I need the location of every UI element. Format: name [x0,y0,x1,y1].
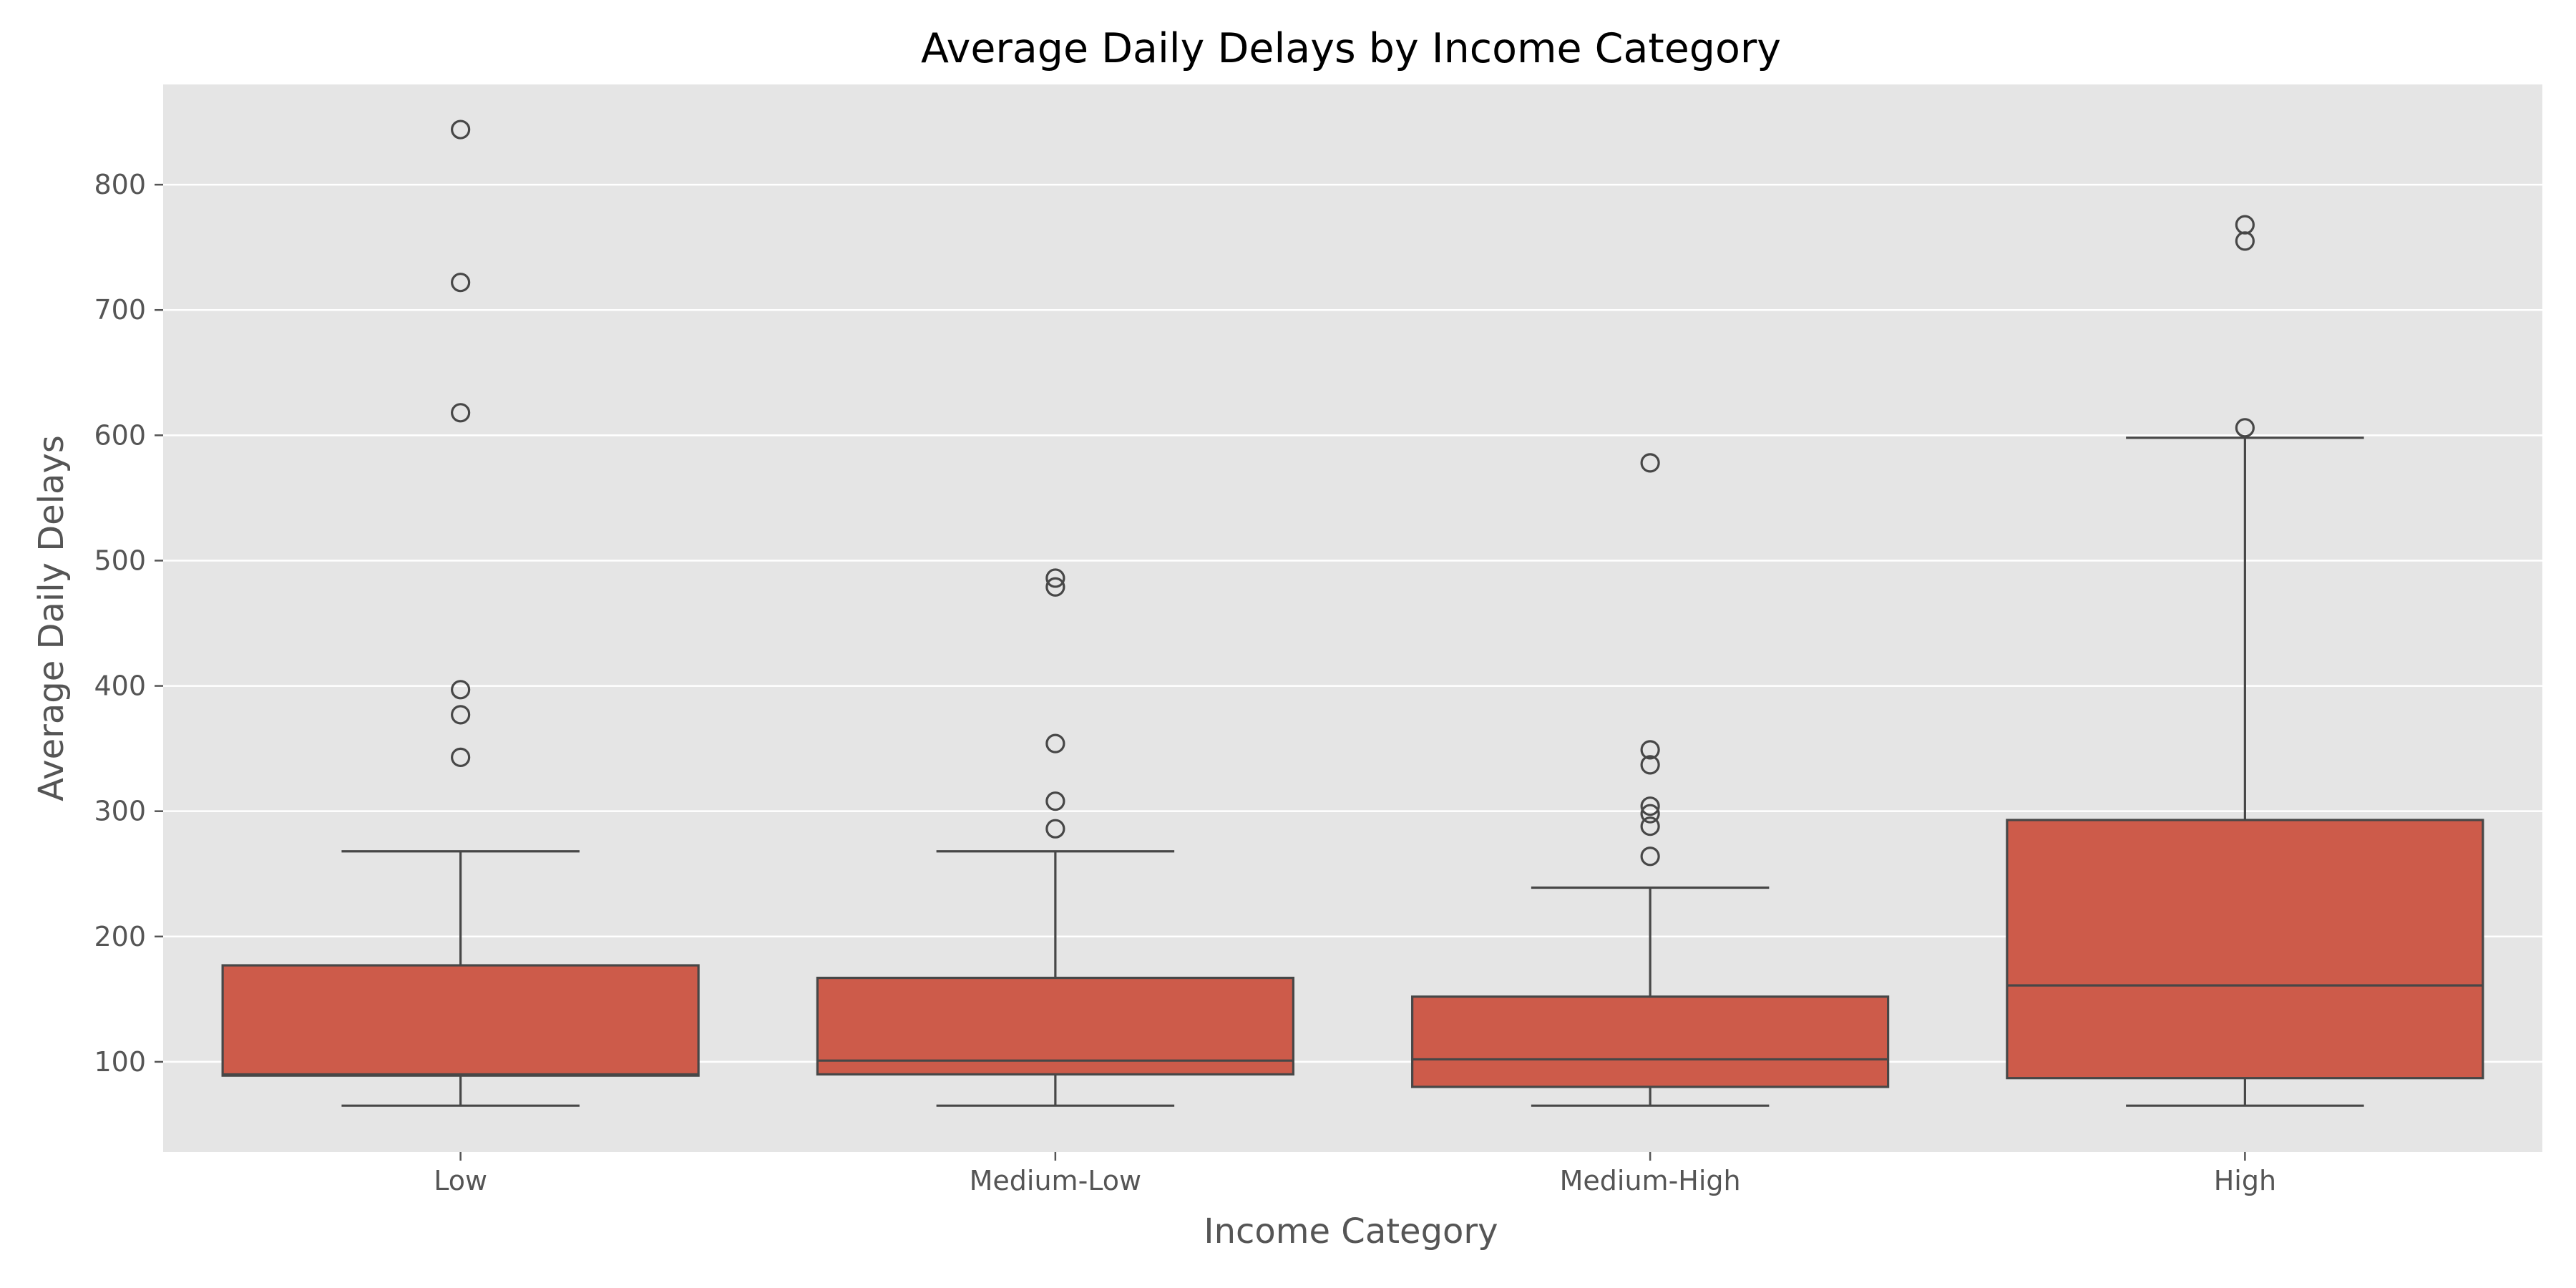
y-axis-label: Average Daily Delays [31,435,72,801]
outlier-point [451,705,471,725]
y-tick-label: 600 [94,419,146,451]
y-ticks: 100 200 300 400 500 600 700 800 [94,169,163,1078]
outlier-point [1640,755,1660,775]
outlier-point [1045,819,1065,839]
y-tick-label: 100 [94,1046,146,1078]
x-tick-label: Low [434,1165,487,1196]
y-tick-label: 700 [94,294,146,326]
box-iqr [2006,819,2484,1080]
y-tick-label: 300 [94,796,146,827]
outlier-point [1640,453,1660,473]
box-group [2006,215,2484,1107]
chart-title: Average Daily Delays by Income Category [921,25,1781,72]
outlier-point [2235,418,2255,438]
x-ticks: Low Medium-Low Medium-High High [434,1152,2276,1196]
outlier-point [1045,577,1065,597]
outlier-point [1045,568,1065,588]
y-tick-label: 800 [94,169,146,200]
outlier-point [451,747,471,767]
outlier-point [1640,796,1660,816]
outlier-point [451,680,471,700]
boxes [221,119,2484,1107]
y-tick-label: 200 [94,921,146,952]
box-group [1411,453,1890,1107]
outlier-point [1640,847,1660,867]
outlier-point [1640,804,1660,824]
box-iqr [1411,995,1890,1088]
outlier-point [2235,215,2255,235]
box-iqr [221,964,700,1077]
outlier-point [1045,791,1065,811]
box-iqr [816,976,1294,1076]
outlier-point [1640,740,1660,760]
outlier-point [451,273,471,293]
y-tick-label: 500 [94,545,146,576]
outlier-point [451,119,471,140]
x-tick-label: Medium-Low [970,1165,1142,1196]
x-tick-label: Medium-High [1560,1165,1741,1196]
x-tick-label: High [2214,1165,2276,1196]
box-group [221,119,700,1107]
outlier-point [451,403,471,423]
box-group [816,568,1294,1107]
outlier-point [1045,733,1065,753]
x-axis-label: Income Category [1204,1211,1498,1252]
outlier-point [1640,816,1660,836]
y-tick-label: 400 [94,670,146,702]
